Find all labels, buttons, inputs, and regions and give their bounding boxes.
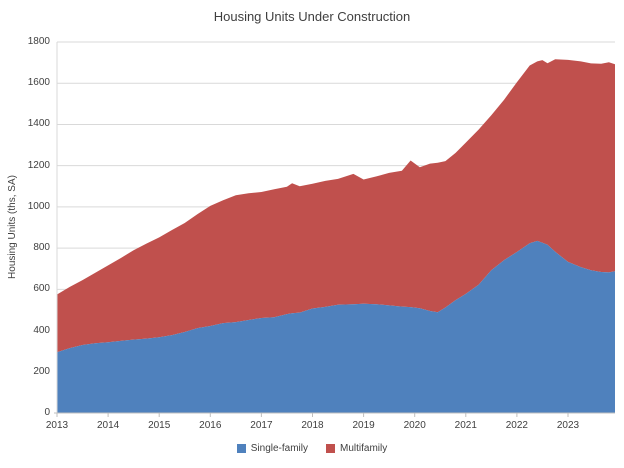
- legend-label-multifamily: Multifamily: [340, 442, 388, 454]
- x-tick-label: 2019: [352, 420, 375, 431]
- chart-title: Housing Units Under Construction: [213, 9, 411, 24]
- x-tick-label: 2016: [199, 420, 222, 431]
- y-tick-label: 800: [33, 242, 50, 254]
- y-tick-label: 400: [33, 324, 50, 336]
- y-tick-label: 0: [44, 407, 50, 418]
- x-tick-label: 2023: [556, 420, 580, 431]
- x-tick-label: 2017: [250, 420, 273, 431]
- y-tick-label: 1000: [27, 200, 50, 212]
- x-tick-label: 2015: [148, 420, 171, 431]
- y-tick-label: 1400: [27, 118, 50, 130]
- x-tick-label: 2014: [96, 420, 120, 431]
- x-tick-label: 2021: [454, 420, 477, 431]
- x-tick-label: 2013: [45, 420, 69, 431]
- x-tick-label: 2020: [403, 420, 426, 431]
- legend-item-single-family: Single-family: [236, 442, 308, 454]
- y-tick-label: 1600: [27, 77, 50, 89]
- y-tick-label: 1200: [27, 159, 50, 171]
- single-family-swatch-icon: [236, 443, 246, 453]
- y-tick-label: 200: [33, 365, 50, 377]
- x-tick-label: 2018: [301, 420, 324, 431]
- legend-label-single-family: Single-family: [250, 442, 308, 454]
- y-tick-label: 1800: [27, 36, 50, 47]
- x-tick-label: 2022: [505, 420, 528, 431]
- y-tick-label: 600: [33, 283, 50, 295]
- multifamily-swatch-icon: [326, 443, 335, 453]
- legend: Single-family Multifamily: [0, 440, 624, 456]
- legend-item-multifamily: Multifamily: [326, 443, 387, 454]
